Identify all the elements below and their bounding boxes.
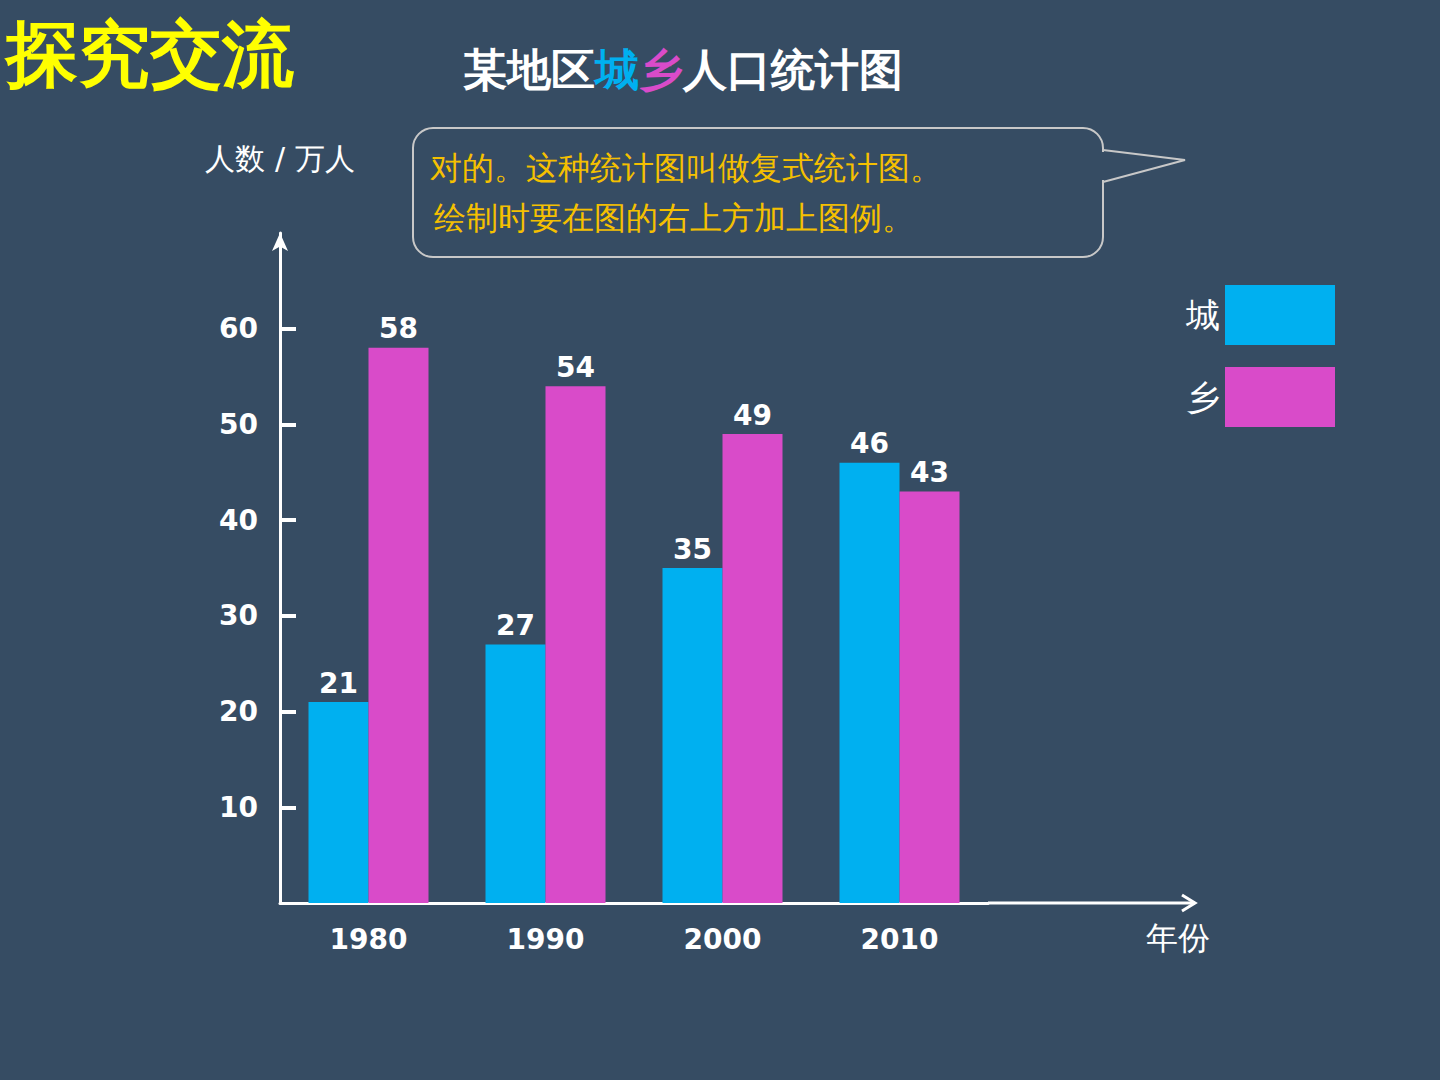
svg-text:30: 30	[219, 599, 258, 632]
svg-text:27: 27	[496, 609, 535, 642]
svg-text:60: 60	[219, 312, 258, 345]
svg-text:1980: 1980	[330, 923, 408, 956]
svg-text:城: 城	[1185, 295, 1220, 335]
svg-text:50: 50	[219, 408, 258, 441]
svg-text:年份: 年份	[1146, 919, 1210, 957]
svg-text:2010: 2010	[861, 923, 939, 956]
svg-text:1990: 1990	[507, 923, 585, 956]
svg-text:43: 43	[910, 456, 949, 489]
svg-text:区: 区	[551, 44, 595, 95]
svg-text:某: 某	[463, 44, 507, 95]
svg-text:探究交流: 探究交流	[4, 12, 294, 96]
svg-text:21: 21	[319, 667, 358, 700]
svg-text:乡: 乡	[639, 44, 683, 95]
svg-text:统: 统	[770, 44, 815, 95]
svg-text:46: 46	[850, 427, 889, 460]
svg-text:城: 城	[593, 44, 639, 95]
svg-text:乡: 乡	[1186, 377, 1220, 417]
svg-text:图: 图	[859, 44, 903, 95]
svg-text:49: 49	[733, 399, 772, 432]
svg-text:绘制时要在图的右上方加上图例。: 绘制时要在图的右上方加上图例。	[434, 199, 914, 237]
svg-text:计: 计	[814, 44, 859, 95]
svg-text:54: 54	[556, 351, 595, 384]
svg-text:35: 35	[673, 533, 712, 566]
svg-text:40: 40	[219, 504, 258, 537]
svg-text:人数 / 万人: 人数 / 万人	[205, 141, 354, 176]
svg-text:2000: 2000	[684, 923, 762, 956]
svg-text:对的。这种统计图叫做复式统计图。: 对的。这种统计图叫做复式统计图。	[430, 149, 942, 187]
svg-text:58: 58	[379, 312, 418, 345]
svg-text:地: 地	[505, 44, 552, 95]
svg-text:人: 人	[682, 44, 727, 95]
svg-text:10: 10	[219, 791, 258, 824]
svg-text:口: 口	[727, 44, 771, 95]
svg-text:20: 20	[219, 695, 258, 728]
